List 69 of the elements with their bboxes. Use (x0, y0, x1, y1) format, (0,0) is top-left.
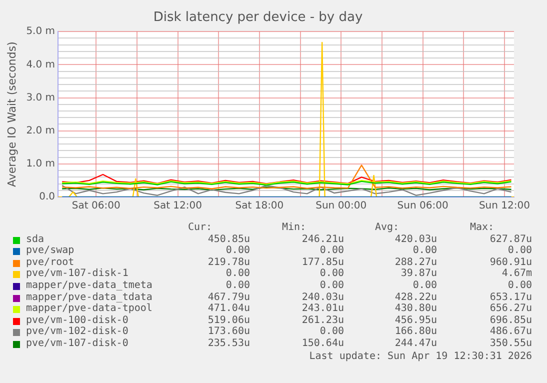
text: Last update: Sun Apr 19 12:30:31 2026 (309, 350, 532, 362)
text: 0.00 (412, 245, 437, 256)
text: 430.80u (394, 303, 437, 314)
legend-label: mapper/pve-data_tmeta (26, 280, 152, 291)
text: 219.78u (206, 256, 250, 268)
text: 0.00 (320, 268, 344, 280)
text: 0.00 (320, 280, 344, 291)
text: Min: (280, 222, 308, 233)
text: 0.00 (508, 245, 532, 256)
text: 244.47u (394, 338, 437, 349)
x-tick-label: Sat 12:00 (154, 200, 202, 212)
text: 420.03u (394, 234, 437, 245)
y-tick-label: 4.0 m (26, 59, 56, 70)
y-tick-label: 5.0 m (26, 26, 56, 38)
text: 0.00 (226, 280, 250, 291)
text: Avg: (374, 222, 400, 233)
x-tick-label: Sat 06:00 (72, 200, 120, 212)
legend-label: pve/vm-100-disk-0 (26, 314, 128, 326)
y-axis-title: Average IO Wait (seconds) (5, 42, 18, 187)
y-tick-label: 0.0 (39, 192, 56, 203)
x-tick-label: Sat 18:00 (235, 200, 284, 212)
legend-label: pve/vm-107-disk-0 (26, 338, 128, 349)
text: 261.23u (302, 314, 344, 326)
text: 0.00 (224, 268, 250, 280)
text: 166.80u (394, 326, 437, 338)
text: 235.53u (206, 338, 250, 349)
legend-label: mapper/pve-data-tpool (26, 303, 152, 314)
text: 288.27u (394, 256, 437, 268)
text: 177.85u (302, 256, 344, 268)
legend-label: pve/vm-102-disk-0 (26, 326, 128, 338)
text: Cur: (186, 222, 214, 233)
x-tick-label: Sun 00:00 (316, 200, 367, 212)
y-tick-label: 2.0 m (26, 125, 56, 136)
text: 0.00 (412, 280, 437, 291)
text: 246.21u (302, 234, 344, 245)
chart-title: Disk latency per device - by day (153, 10, 363, 26)
text: 150.64u (302, 338, 344, 349)
text: 173.60u (206, 326, 250, 338)
text: 467.79u (208, 292, 250, 303)
text: 960.91u (490, 256, 532, 268)
text: 0.00 (224, 245, 250, 256)
text: 350.55u (490, 338, 532, 349)
text: 450.85u (206, 234, 250, 245)
legend-label: sda (26, 234, 44, 245)
text: 486.67u (490, 326, 532, 338)
legend-label: pve/vm-107-disk-1 (26, 268, 128, 280)
text: 0.00 (508, 280, 532, 291)
y-tick-label: 1.0 m (26, 158, 56, 170)
text: 39.87u (400, 268, 437, 280)
text: 656.27u (490, 303, 532, 314)
text: 471.04u (208, 303, 250, 314)
text: 4.67m (502, 268, 532, 280)
text: 519.06u (206, 314, 250, 326)
text: 653.17u (490, 292, 532, 303)
text: 243.01u (302, 303, 344, 314)
x-tick-label: Sun 06:00 (397, 200, 448, 212)
x-tick-label: Sun 12:00 (478, 200, 530, 212)
y-tick-label: 3.0 m (26, 92, 56, 104)
legend-label: pve/swap (26, 245, 74, 256)
text: 0.00 (320, 326, 344, 338)
text: 456.95u (394, 314, 437, 326)
text: 428.22u (394, 292, 437, 303)
text: 240.03u (302, 292, 344, 303)
text: 627.87u (490, 234, 532, 245)
text: Max: (468, 222, 496, 233)
legend-label: mapper/pve-data_tdata (26, 292, 152, 303)
text: 0.00 (320, 245, 344, 256)
legend-label: pve/root (26, 256, 74, 268)
text: 696.85u (490, 314, 532, 326)
